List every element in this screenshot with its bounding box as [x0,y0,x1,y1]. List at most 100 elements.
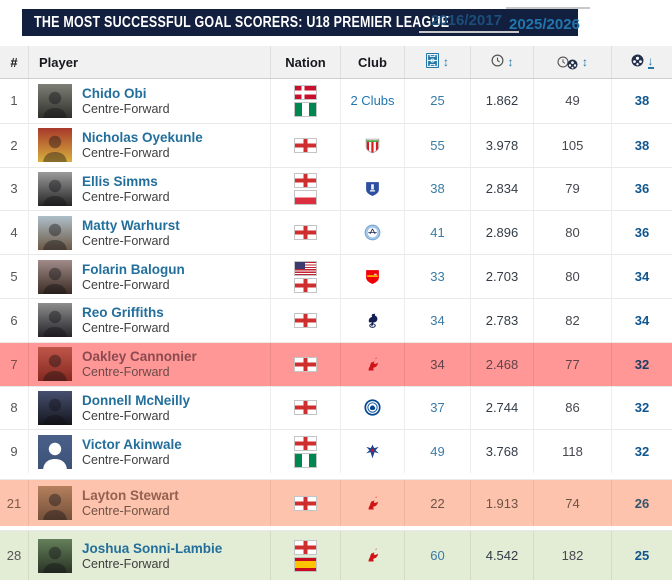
liverpool-badge-icon[interactable] [364,495,381,512]
tottenham-badge-icon[interactable] [364,312,381,329]
table-header: # Player Nation Club ↕ ↕ ↕ ↓ [0,46,672,79]
player-name-link[interactable]: Nicholas Oyekunle [82,130,203,146]
player-name-link[interactable]: Victor Akinwale [82,436,182,452]
player-avatar[interactable] [38,83,72,118]
chelsea-badge-icon[interactable] [364,399,381,417]
matches-value: 22 [404,480,470,527]
nation-cell [270,211,340,255]
liverpool-badge-icon[interactable] [364,547,381,564]
player-name-link[interactable]: Joshua Sonni-Lambie [82,540,223,556]
club-cell[interactable] [340,255,404,298]
club-cell[interactable] [340,386,404,430]
player-avatar[interactable] [38,486,72,521]
player-avatar[interactable] [38,390,72,425]
minutes-per-goal-value: 80 [533,211,611,255]
player-avatar[interactable] [38,538,72,573]
player-cell: Matty Warhurst Centre-Forward [28,211,270,255]
goals-value: 32 [611,430,672,474]
player-cell: Layton Stewart Centre-Forward [28,480,270,527]
england-flag-icon [294,312,317,328]
matches-value: 55 [404,123,470,167]
player-avatar[interactable] [38,259,72,294]
matches-value: 34 [404,298,470,342]
player-avatar[interactable] [38,303,72,338]
rank-cell: 7 [10,356,18,372]
player-position: Centre-Forward [82,408,170,423]
minutes-value: 2.896 [470,211,533,255]
player-position: Centre-Forward [82,277,170,292]
season-to-overline [506,7,590,9]
matches-value: 37 [404,386,470,430]
two-clubs-link[interactable]: 2 Clubs [350,93,395,109]
man-city-badge-icon[interactable] [364,224,381,241]
nation-cell [270,531,340,580]
column-header-matches[interactable]: ↕ [404,46,470,78]
table-row: 9 Victor Akinwale Centre-Forward 49 3.76… [0,429,672,474]
club-cell[interactable] [340,211,404,255]
season-from-link[interactable]: 2016/2017 [431,12,502,29]
club-cell[interactable] [340,342,404,386]
poland-flag-icon [294,189,317,205]
nation-cell [270,255,340,298]
column-header-player: Player [28,46,270,78]
club-cell[interactable] [340,167,404,211]
minutes-per-goal-value: 182 [533,531,611,580]
england-flag-icon [294,137,317,153]
rank-cell: 21 [6,495,22,511]
pitch-icon [426,53,439,71]
matches-value: 60 [404,531,470,580]
rank-cell: 9 [10,444,18,460]
table-row: 8 Donnell McNeilly Centre-Forward 37 2.7… [0,385,672,430]
column-header-goals[interactable]: ↓ [611,46,672,78]
player-cell: Joshua Sonni-Lambie Centre-Forward [28,531,270,580]
season-to-link[interactable]: 2025/2026 [509,16,580,33]
minutes-per-goal-value: 86 [533,386,611,430]
rank-cell: 1 [10,93,18,109]
player-name-link[interactable]: Donnell McNeilly [82,392,191,408]
goals-value: 25 [611,531,672,580]
liverpool-badge-icon[interactable] [364,356,381,373]
player-name-link[interactable]: Oakley Cannonier [82,349,197,365]
player-name-link[interactable]: Folarin Balogun [82,261,185,277]
column-header-minutes-per-goal[interactable]: ↕ [533,46,611,78]
player-avatar[interactable] [38,347,72,382]
table-row: 5 Folarin Balogun Centre-Forward 33 2.70… [0,254,672,298]
column-header-nation: Nation [270,46,340,78]
arsenal-badge-icon[interactable] [364,268,381,285]
club-cell[interactable] [340,480,404,527]
player-name-link[interactable]: Matty Warhurst [82,217,180,233]
goals-value: 38 [611,123,672,167]
player-avatar[interactable] [38,434,72,469]
club-cell[interactable]: 2 Clubs [340,79,404,123]
player-name-link[interactable]: Chido Obi [82,85,147,101]
minutes-value: 3.768 [470,430,533,474]
player-avatar[interactable] [38,215,72,250]
player-name-link[interactable]: Layton Stewart [82,488,179,504]
minutes-value: 2.468 [470,342,533,386]
player-name-link[interactable]: Reo Griffiths [82,305,164,321]
player-avatar[interactable] [38,128,72,163]
player-avatar[interactable] [38,171,72,206]
crystal-palace-badge-icon[interactable] [364,443,381,460]
player-name-link[interactable]: Ellis Simms [82,173,158,189]
club-cell[interactable] [340,298,404,342]
rank-cell: 8 [10,400,18,416]
matches-value: 38 [404,167,470,211]
column-header-minutes[interactable]: ↕ [470,46,533,78]
club-cell[interactable] [340,531,404,580]
person-silhouette-icon [43,398,67,425]
person-silhouette-icon [43,135,67,163]
table-row: 4 Matty Warhurst Centre-Forward 41 2.896… [0,210,672,255]
player-position: Centre-Forward [82,233,170,248]
goals-value: 36 [611,167,672,211]
england-flag-icon [294,277,317,293]
club-cell[interactable] [340,430,404,474]
page-header: THE MOST SUCCESSFUL GOAL SCORERS: U18 PR… [0,0,672,46]
sort-both-icon: ↕ [443,55,449,69]
club-cell[interactable] [340,123,404,167]
everton-badge-icon[interactable] [364,180,381,197]
goals-value: 32 [611,386,672,430]
southampton-badge-icon[interactable] [364,137,381,154]
minutes-per-goal-value: 105 [533,123,611,167]
person-silhouette-icon [43,223,67,250]
